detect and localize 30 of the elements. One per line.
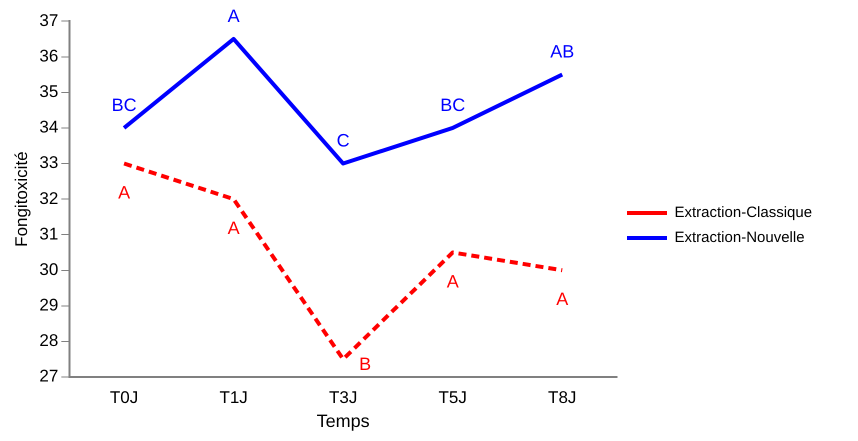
x-tick-label: T1J: [219, 388, 248, 407]
annotation: B: [359, 354, 372, 374]
annotation: BC: [112, 94, 137, 115]
y-tick-label: 31: [39, 224, 58, 244]
annotation: BC: [440, 94, 466, 115]
annotation: A: [118, 182, 130, 202]
x-tick-label: T0J: [110, 388, 138, 407]
y-tick-label: 30: [39, 260, 58, 279]
x-axis-title: Temps: [316, 411, 370, 432]
y-tick-label: 36: [39, 46, 58, 66]
x-tick-label: T3J: [328, 388, 358, 407]
annotation: A: [556, 289, 568, 310]
annotation: A: [228, 6, 240, 26]
y-tick-label: 34: [39, 118, 58, 137]
y-tick-label: 29: [39, 296, 58, 315]
annotation: C: [336, 130, 350, 150]
y-tick-label: 32: [39, 188, 58, 208]
y-tick-label: 27: [39, 366, 58, 386]
x-tick-label: T5J: [438, 388, 467, 407]
annotation: A: [446, 271, 459, 292]
annotation: AB: [550, 42, 574, 62]
y-tick-label: 28: [39, 331, 58, 350]
y-tick-label: 37: [39, 10, 58, 30]
y-axis-title: Fongitoxicité: [12, 151, 31, 247]
annotation: A: [228, 218, 240, 238]
x-tick-label: T8J: [548, 388, 576, 407]
legend-label: Extraction-Classique: [674, 204, 812, 222]
y-tick-label: 33: [39, 153, 58, 172]
y-tick-label: 35: [39, 82, 58, 102]
legend-label: Extraction-Nouvelle: [674, 229, 805, 246]
